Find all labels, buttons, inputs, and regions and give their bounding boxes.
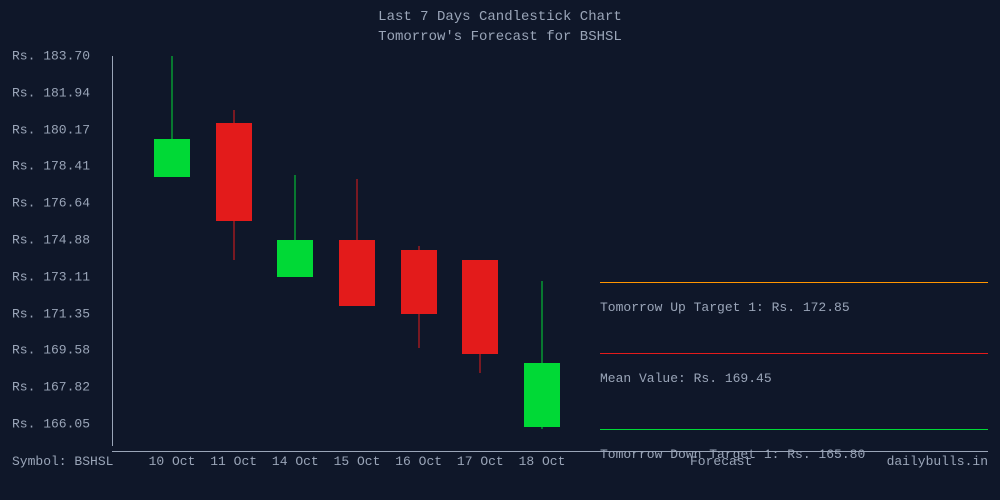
forecast-mean-line (600, 353, 988, 354)
footer-forecast-label: Forecast (690, 454, 752, 469)
y-tick-label: Rs. 174.88 (12, 232, 102, 247)
forecast-mean-label: Mean Value: Rs. 169.45 (600, 371, 988, 386)
chart-title-block: Last 7 Days Candlestick Chart Tomorrow's… (0, 8, 1000, 47)
chart-title-2: Tomorrow's Forecast for BSHSL (0, 28, 1000, 48)
footer-site: dailybulls.in (887, 454, 988, 469)
candle-body (524, 363, 560, 428)
candlestick (154, 56, 190, 446)
y-tick-label: Rs. 176.64 (12, 196, 102, 211)
candlestick (277, 56, 313, 446)
y-tick-label: Rs. 167.82 (12, 380, 102, 395)
y-tick-label: Rs. 166.05 (12, 417, 102, 432)
footer-symbol: Symbol: BSHSL (12, 454, 113, 469)
y-tick-label: Rs. 181.94 (12, 85, 102, 100)
candlestick (401, 56, 437, 446)
forecast-up-label: Tomorrow Up Target 1: Rs. 172.85 (600, 300, 988, 315)
candlestick (339, 56, 375, 446)
candle-body (216, 123, 252, 221)
chart-title-1: Last 7 Days Candlestick Chart (0, 8, 1000, 28)
y-tick-label: Rs. 183.70 (12, 49, 102, 64)
forecast-up-line (600, 282, 988, 283)
y-tick-label: Rs. 178.41 (12, 159, 102, 174)
candle-body (401, 250, 437, 314)
candle-body (462, 260, 498, 354)
y-axis-line (112, 56, 113, 446)
y-tick-label: Rs. 171.35 (12, 306, 102, 321)
y-tick-label: Rs. 169.58 (12, 343, 102, 358)
candle-body (339, 240, 375, 306)
candle-body (154, 139, 190, 177)
footer: Symbol: BSHSL Forecast dailybulls.in (0, 454, 1000, 474)
candle-body (277, 240, 313, 277)
y-tick-label: Rs. 180.17 (12, 122, 102, 137)
chart-container: Last 7 Days Candlestick Chart Tomorrow's… (0, 0, 1000, 500)
candlestick (524, 56, 560, 446)
forecast-down-line (600, 429, 988, 430)
candlestick (216, 56, 252, 446)
forecast-panel: Tomorrow Up Target 1: Rs. 172.85 Mean Val… (600, 56, 988, 446)
y-axis-labels: Rs. 183.70Rs. 181.94Rs. 180.17Rs. 178.41… (12, 56, 102, 446)
y-tick-label: Rs. 173.11 (12, 269, 102, 284)
candlestick (462, 56, 498, 446)
plot-area (112, 56, 582, 446)
